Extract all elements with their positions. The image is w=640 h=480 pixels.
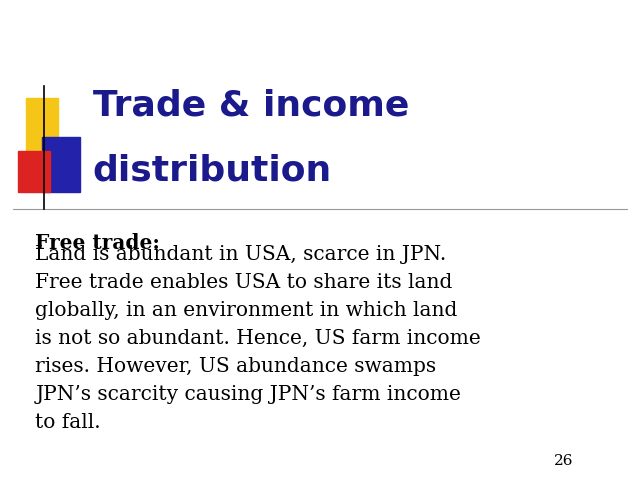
Bar xyxy=(42,137,80,192)
Text: distribution: distribution xyxy=(93,154,332,187)
Bar xyxy=(18,151,50,192)
Text: 26: 26 xyxy=(554,454,573,468)
Text: Trade & income: Trade & income xyxy=(93,89,409,122)
Text: Free trade:: Free trade: xyxy=(35,233,160,253)
Bar xyxy=(26,98,58,154)
Text: Land is abundant in USA, scarce in JPN.
Free trade enables USA to share its land: Land is abundant in USA, scarce in JPN. … xyxy=(35,245,481,432)
